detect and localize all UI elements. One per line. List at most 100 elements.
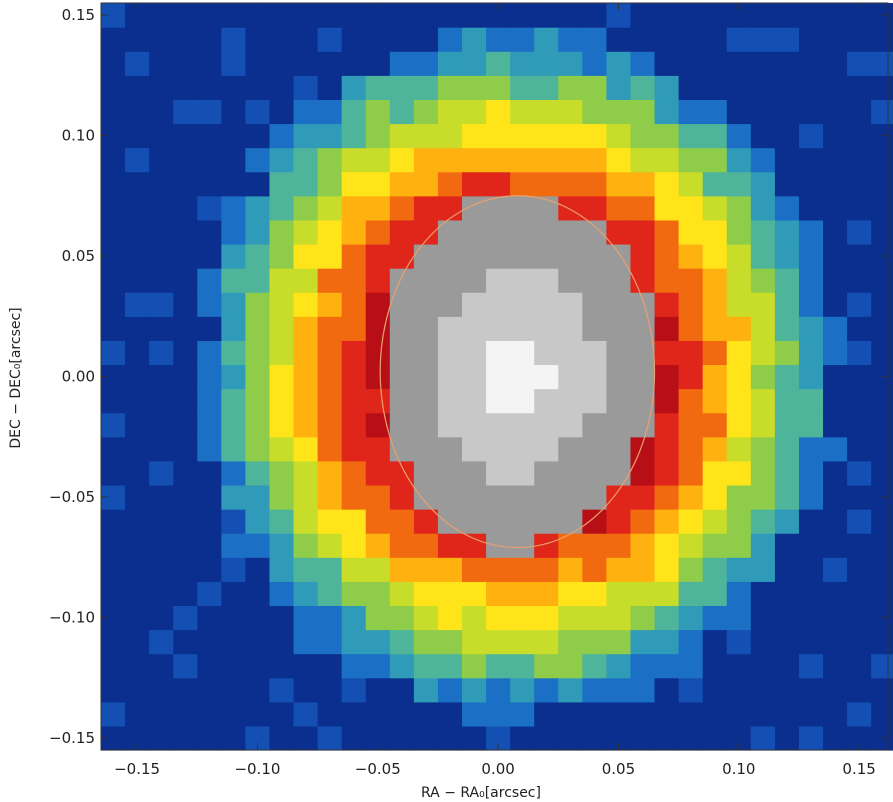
heatmap-cell xyxy=(702,725,728,751)
heatmap-cell xyxy=(197,3,222,28)
heatmap-cell xyxy=(774,460,800,486)
heatmap-cell xyxy=(221,3,247,28)
heatmap-cell xyxy=(486,412,511,438)
heatmap-cell xyxy=(654,581,680,607)
heatmap-cell xyxy=(197,509,222,534)
heatmap-cell xyxy=(149,436,174,462)
heatmap-cell xyxy=(486,436,511,462)
heatmap-cell xyxy=(221,268,247,293)
heatmap-cell xyxy=(462,629,487,655)
heatmap-cell xyxy=(486,701,511,727)
heatmap-cell xyxy=(654,316,680,341)
heatmap-cell xyxy=(510,99,535,125)
heatmap-cell xyxy=(221,412,247,438)
heatmap-cell xyxy=(317,292,343,317)
heatmap-cell xyxy=(654,123,680,149)
heatmap-cell xyxy=(221,533,247,558)
heatmap-cell xyxy=(317,99,343,125)
heatmap-cell xyxy=(847,509,872,534)
heatmap-cell xyxy=(125,27,150,52)
heatmap-cell xyxy=(678,436,704,462)
heatmap-cell xyxy=(437,557,463,582)
heatmap-cell xyxy=(293,268,319,293)
heatmap-cell xyxy=(389,171,415,197)
heatmap-cell xyxy=(221,364,247,390)
heatmap-cell xyxy=(702,412,728,438)
x-axis-ticks: −0.15 −0.10 −0.05 0.00 0.05 0.10 0.15 xyxy=(114,3,876,778)
heatmap-cell xyxy=(462,51,487,76)
heatmap-cell xyxy=(510,268,535,293)
heatmap-cell xyxy=(534,460,559,486)
heatmap-cell xyxy=(341,484,367,510)
heatmap-cell xyxy=(654,557,680,582)
heatmap-cell xyxy=(173,412,198,438)
heatmap-cell xyxy=(534,653,559,679)
heatmap-cell xyxy=(173,195,198,221)
heatmap-cell xyxy=(413,123,439,149)
heatmap-cell xyxy=(173,605,198,631)
heatmap-cell xyxy=(413,243,439,269)
heatmap-cell xyxy=(149,605,174,631)
heatmap-cell xyxy=(221,701,247,727)
heatmap-cell xyxy=(462,701,487,727)
heatmap-cell xyxy=(750,629,776,655)
heatmap-cell xyxy=(534,557,559,582)
heatmap-cell xyxy=(197,701,222,727)
heatmap-cell xyxy=(462,75,487,100)
heatmap-cell xyxy=(149,364,174,390)
heatmap-cell xyxy=(823,316,848,341)
heatmap-cell xyxy=(606,75,632,100)
heatmap-cell xyxy=(486,268,511,293)
heatmap-cell xyxy=(413,533,439,558)
heatmap-cell xyxy=(534,75,559,100)
heatmap-cell xyxy=(558,340,583,366)
heatmap-cell xyxy=(221,484,247,510)
heatmap-cell xyxy=(269,436,295,462)
heatmap-cell xyxy=(774,412,800,438)
heatmap-cell xyxy=(389,268,415,293)
heatmap-cell xyxy=(750,27,776,52)
heatmap-cell xyxy=(486,316,511,341)
heatmap-cell xyxy=(101,75,126,100)
heatmap-cell xyxy=(462,316,487,341)
heatmap-cell xyxy=(486,27,511,52)
y-tick-label: −0.15 xyxy=(49,729,95,747)
heatmap-cell xyxy=(630,460,656,486)
heatmap-cell xyxy=(582,147,608,173)
heatmap-cell xyxy=(341,653,367,679)
heatmap-cell xyxy=(847,340,872,366)
heatmap-cell xyxy=(606,653,632,679)
heatmap-cell xyxy=(558,364,583,390)
heatmap-cell xyxy=(534,581,559,607)
heatmap-cell xyxy=(437,364,463,390)
heatmap-cell xyxy=(269,557,295,582)
heatmap-cell xyxy=(750,75,776,100)
heatmap-cell xyxy=(582,171,608,197)
heatmap-cell xyxy=(798,171,824,197)
heatmap-cell xyxy=(341,3,367,28)
heatmap-cell xyxy=(534,171,559,197)
heatmap-cell xyxy=(389,484,415,510)
heatmap-cell xyxy=(293,123,319,149)
heatmap-cell xyxy=(437,51,463,76)
heatmap-cell xyxy=(365,364,391,390)
heatmap-cell xyxy=(823,243,848,269)
heatmap-cell xyxy=(558,292,583,317)
heatmap-cell xyxy=(582,243,608,269)
heatmap-cell xyxy=(437,581,463,607)
heatmap-cell xyxy=(678,629,704,655)
heatmap-cell xyxy=(750,605,776,631)
heatmap-cell xyxy=(630,484,656,510)
heatmap-cell xyxy=(173,99,198,125)
heatmap-cell xyxy=(702,340,728,366)
heatmap-cell xyxy=(197,219,222,245)
heatmap-cell xyxy=(173,436,198,462)
heatmap-cell xyxy=(871,268,893,293)
heatmap-cell xyxy=(750,3,776,28)
heatmap-cell xyxy=(678,75,704,100)
heatmap-cell xyxy=(437,195,463,221)
heatmap-cell xyxy=(101,292,126,317)
heatmap-cell xyxy=(269,725,295,751)
heatmap-cell xyxy=(726,629,752,655)
heatmap-cell xyxy=(101,701,126,727)
